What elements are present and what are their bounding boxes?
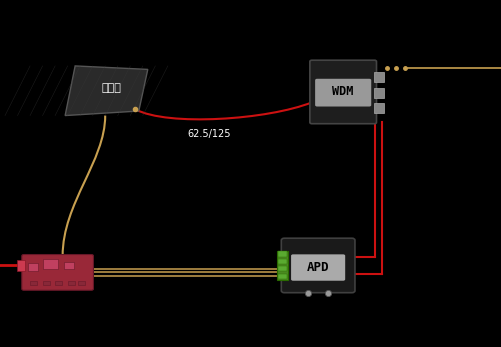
Bar — [30, 281, 37, 285]
Bar — [374, 72, 384, 82]
Bar — [68, 281, 75, 285]
FancyBboxPatch shape — [310, 60, 377, 124]
Bar — [78, 281, 85, 285]
Bar — [28, 263, 38, 271]
FancyBboxPatch shape — [315, 79, 371, 107]
Bar — [55, 281, 62, 285]
Polygon shape — [65, 66, 148, 116]
Bar — [374, 103, 384, 113]
Bar — [279, 266, 288, 271]
FancyBboxPatch shape — [291, 254, 345, 281]
Text: WDM: WDM — [333, 85, 354, 99]
Bar — [43, 281, 50, 285]
Bar — [374, 88, 384, 98]
Bar — [279, 251, 288, 257]
Bar — [279, 259, 288, 264]
Bar — [277, 251, 288, 280]
Text: APD: APD — [307, 261, 329, 274]
Bar — [64, 262, 74, 269]
Bar — [17, 260, 25, 271]
Text: 62.5/125: 62.5/125 — [188, 129, 231, 138]
FancyBboxPatch shape — [22, 255, 93, 290]
Bar — [279, 273, 288, 279]
Bar — [43, 259, 58, 269]
Text: 激光器: 激光器 — [102, 84, 122, 93]
FancyBboxPatch shape — [282, 238, 355, 293]
